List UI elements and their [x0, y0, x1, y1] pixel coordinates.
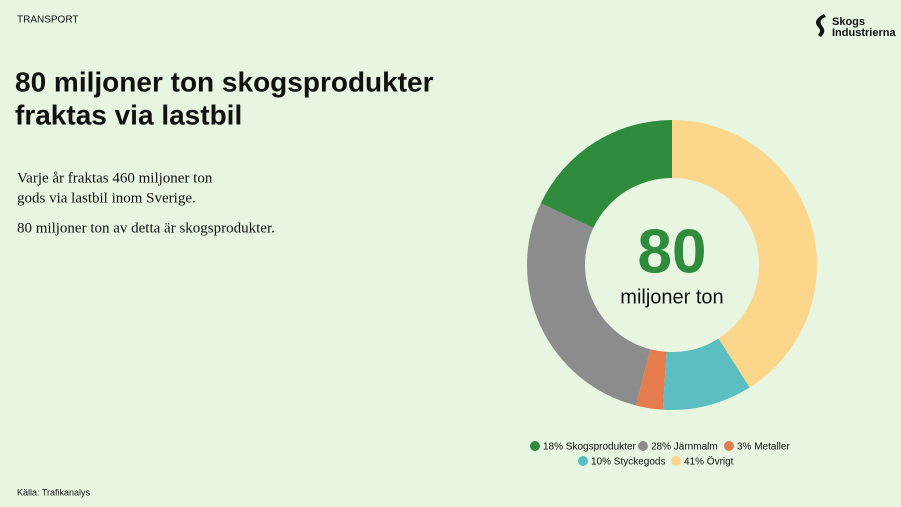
logo-mark [816, 14, 826, 37]
donut-segment [672, 120, 818, 388]
legend-marker [671, 456, 681, 466]
title: fraktas via lastbil [15, 99, 242, 130]
legend-marker [578, 456, 588, 466]
center-label: miljoner ton [620, 286, 723, 308]
title: 80 miljoner ton skogsprodukter [15, 66, 434, 97]
donut-segment [635, 349, 667, 410]
legend-label: 10% Styckegods [591, 457, 666, 468]
donut-segment [540, 120, 672, 228]
donut-segment [662, 338, 750, 410]
logo-text: Skogs [832, 16, 865, 28]
legend-label: 18% Skogsprodukter [543, 442, 637, 453]
section-label: TRANSPORT [17, 15, 79, 26]
legend-label: 3% Metaller [737, 442, 790, 453]
body-text: Varje år fraktas 460 miljoner ton [17, 170, 213, 186]
logo-text: Industrierna [832, 27, 896, 39]
center-value: 80 [638, 217, 707, 286]
body-text: gods via lastbil inom Sverige. [17, 190, 196, 206]
body-text: 80 miljoner ton av detta är skogsprodukt… [17, 220, 275, 236]
source: Källa: Trafikanalys [17, 487, 91, 497]
legend-label: 28% Järnmalm [651, 442, 718, 453]
legend-marker [530, 441, 540, 451]
legend-marker [638, 441, 648, 451]
legend-marker [724, 441, 734, 451]
logo: Skogs Industrierna [816, 14, 896, 39]
legend-label: 41% Övrigt [684, 456, 734, 468]
donut-segment [526, 203, 651, 406]
